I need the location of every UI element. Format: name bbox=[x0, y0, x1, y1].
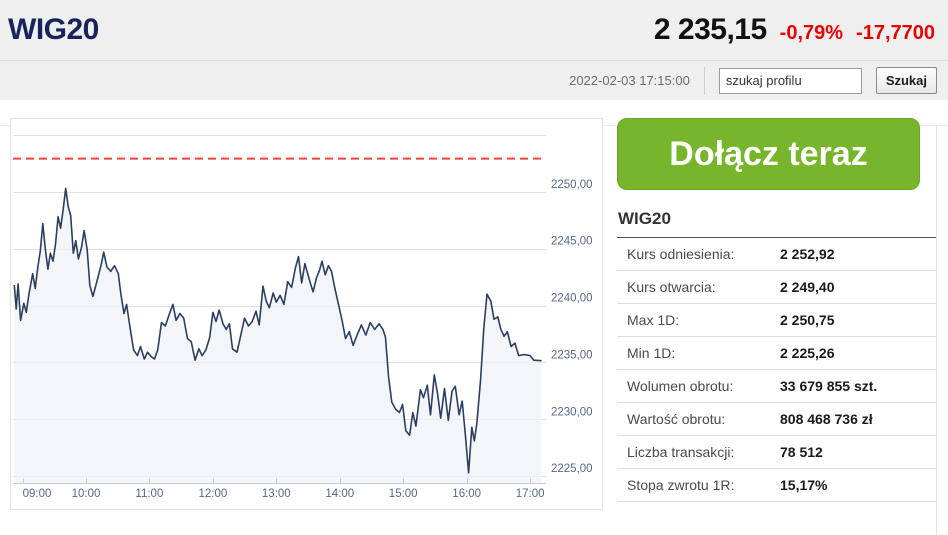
search-button[interactable]: Szukaj bbox=[875, 67, 937, 94]
stats-row: Min 1D: 2 225,26 bbox=[617, 337, 936, 370]
y-axis-label: 2235,00 bbox=[551, 349, 593, 361]
intraday-chart-card: 2250,00 2245,00 2240,00 2235,00 2230,00 2225,… bbox=[10, 118, 603, 510]
y-axis-label: 2230,00 bbox=[551, 406, 593, 418]
search-input[interactable] bbox=[718, 67, 862, 94]
x-axis-label: 11:00 bbox=[135, 488, 163, 500]
stats-panel: Dołącz teraz WIG20 Kurs odniesienia: 2 2… bbox=[617, 118, 936, 502]
join-now-button[interactable]: Dołącz teraz bbox=[617, 118, 920, 190]
price-block: 2 235,15 -0,79% -17,7700 bbox=[654, 13, 935, 47]
stat-value: 2 225,26 bbox=[780, 345, 835, 361]
stats-row: Max 1D: 2 250,75 bbox=[617, 304, 936, 337]
x-axis-label: 14:00 bbox=[325, 488, 354, 500]
stat-value: 78 512 bbox=[780, 444, 823, 460]
x-axis-label: 12:00 bbox=[199, 488, 228, 500]
current-price: 2 235,15 bbox=[653, 13, 767, 46]
content-right-rule bbox=[936, 125, 937, 535]
stat-label: Wartość obrotu: bbox=[627, 411, 726, 427]
quote-header: WIG20 2 235,15 -0,79% -17,7700 2022-02-0… bbox=[0, 0, 948, 100]
stat-value: 2 250,75 bbox=[780, 312, 835, 328]
stats-title-underline bbox=[617, 237, 936, 238]
stats-row: Kurs odniesienia: 2 252,92 bbox=[617, 238, 936, 271]
x-axis-label: 10:00 bbox=[72, 488, 101, 500]
stats-row: Wartość obrotu: 808 468 736 zł bbox=[617, 403, 936, 436]
stats-row: Kurs otwarcia: 2 249,40 bbox=[617, 271, 936, 304]
stat-label: Min 1D: bbox=[627, 345, 676, 361]
change-percent: -0,79% bbox=[779, 22, 844, 44]
quote-timestamp: 2022-02-03 17:15:00 bbox=[569, 73, 690, 88]
x-axis-label: 09:00 bbox=[23, 488, 52, 500]
page-title: WIG20 bbox=[8, 13, 99, 46]
vertical-divider bbox=[703, 66, 705, 95]
stats-title: WIG20 bbox=[618, 209, 671, 228]
y-axis-label: 2245,00 bbox=[551, 236, 593, 248]
stat-label: Kurs otwarcia: bbox=[627, 279, 716, 295]
stat-label: Liczba transakcji: bbox=[627, 444, 735, 460]
y-axis-label: 2240,00 bbox=[551, 293, 593, 305]
stat-value: 33 679 855 szt. bbox=[780, 378, 878, 394]
stat-value: 2 249,40 bbox=[780, 279, 835, 295]
change-value: -17,7700 bbox=[856, 22, 935, 44]
stats-table: Kurs odniesienia: 2 252,92 Kurs otwarcia… bbox=[617, 238, 936, 502]
stat-label: Stopa zwrotu 1R: bbox=[627, 477, 735, 493]
stat-label: Wolumen obrotu: bbox=[627, 378, 734, 394]
stat-value: 2 252,92 bbox=[780, 246, 835, 262]
stats-row: Wolumen obrotu: 33 679 855 szt. bbox=[617, 370, 936, 403]
y-axis-label: 2250,00 bbox=[551, 179, 593, 191]
stat-label: Kurs odniesienia: bbox=[627, 246, 735, 262]
stat-value: 808 468 736 zł bbox=[780, 411, 873, 427]
stat-label: Max 1D: bbox=[627, 312, 680, 328]
x-axis-label: 15:00 bbox=[389, 488, 418, 500]
intraday-price-chart[interactable]: 2250,00 2245,00 2240,00 2235,00 2230,00 2225,… bbox=[11, 119, 602, 509]
main-content: 2250,00 2245,00 2240,00 2235,00 2230,00 2225,… bbox=[0, 100, 948, 510]
x-axis-label: 17:00 bbox=[516, 488, 545, 500]
stat-value: 15,17% bbox=[780, 477, 828, 493]
stats-row: Stopa zwrotu 1R: 15,17% bbox=[617, 469, 936, 502]
header-divider bbox=[0, 60, 948, 61]
quote-header-top: WIG20 2 235,15 -0,79% -17,7700 bbox=[0, 0, 948, 60]
quote-header-bottom: 2022-02-03 17:15:00 Szukaj bbox=[0, 61, 948, 100]
x-axis-label: 13:00 bbox=[262, 488, 291, 500]
x-axis-label: 16:00 bbox=[452, 488, 481, 500]
stats-row: Liczba transakcji: 78 512 bbox=[617, 436, 936, 469]
y-axis-label: 2225,00 bbox=[551, 463, 593, 475]
